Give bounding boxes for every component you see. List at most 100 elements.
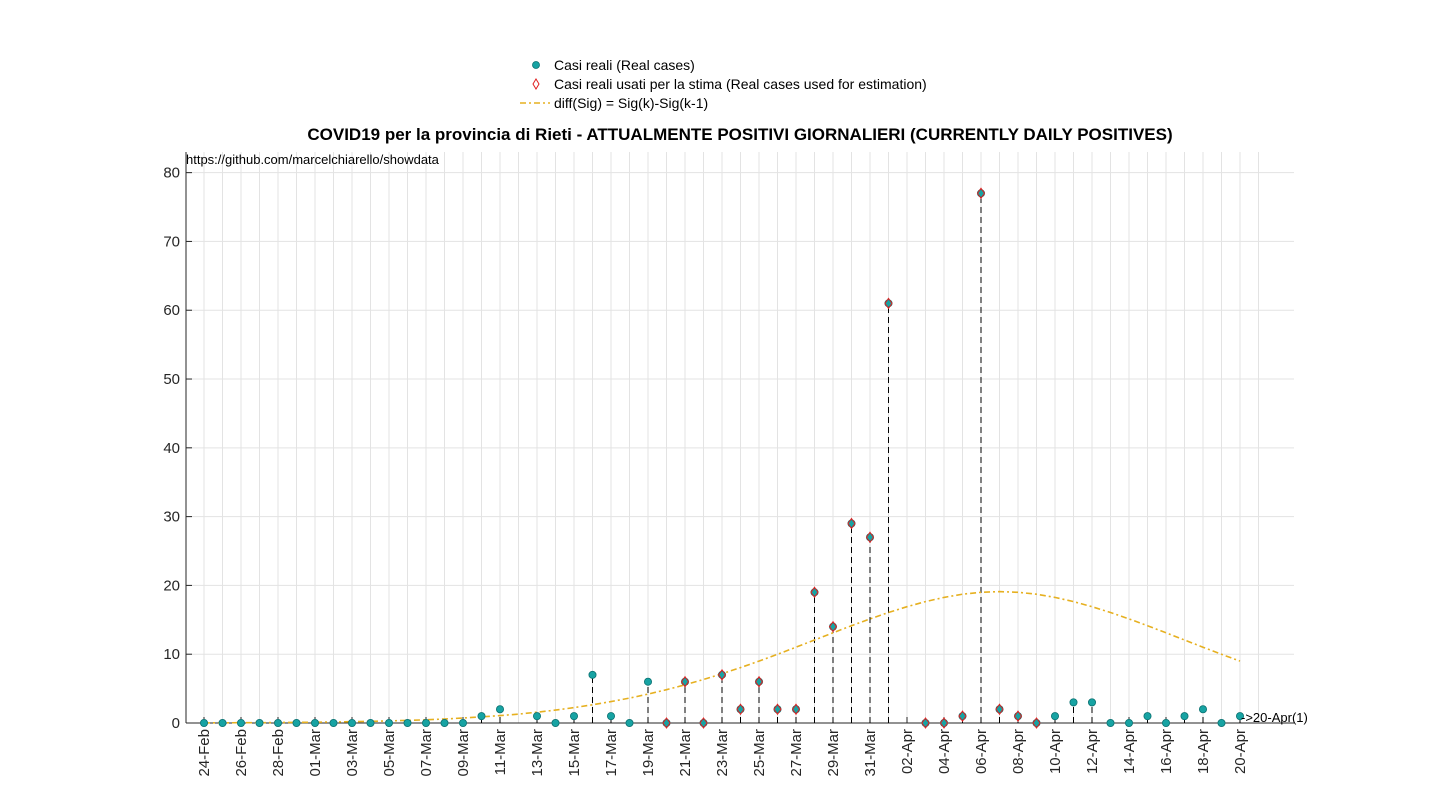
estimation-point (810, 586, 819, 599)
x-tick-label: 09-Mar (455, 729, 472, 777)
real-case-point (1236, 712, 1245, 721)
real-case-point (292, 719, 301, 728)
legend-marker-real-cases (532, 61, 540, 69)
real-case-point (495, 705, 504, 714)
real-case-point (1069, 698, 1078, 707)
chart-title: COVID19 per la provincia di Rieti - ATTU… (307, 125, 1172, 144)
real-case-point (718, 670, 727, 679)
real-case-point (866, 533, 875, 542)
real-case-point (588, 670, 597, 679)
real-case-point (1162, 719, 1171, 728)
real-case-point (236, 719, 245, 728)
real-case-point (995, 705, 1004, 714)
real-case-point (644, 677, 653, 686)
x-tick-label: 03-Mar (344, 729, 361, 777)
real-case-point (921, 719, 930, 728)
x-tick-label: 11-Mar (492, 729, 509, 775)
estimation-point (976, 187, 986, 200)
real-case-point (847, 519, 856, 528)
legend-item-real-cases: Casi reali (Real cases) (532, 57, 695, 73)
real-case-point (1180, 712, 1189, 721)
real-case-point (884, 299, 893, 308)
legend-marker-estimation-cases (532, 78, 540, 90)
y-tick-label: 80 (163, 165, 180, 182)
real-case-point (1088, 698, 1097, 707)
estimation-point (847, 517, 856, 530)
y-tick-label: 10 (163, 646, 180, 663)
real-case-point (329, 719, 338, 728)
real-case-point (625, 719, 634, 728)
real-case-point (977, 189, 986, 198)
x-tick-label: 13-Mar (529, 729, 546, 777)
estimation-point (717, 668, 727, 681)
x-tick-label: 18-Apr (1195, 729, 1212, 774)
legend-item-diff-sig: diff(Sig) = Sig(k)-Sig(k-1) (520, 95, 708, 111)
source-url: https://github.com/marcelchiarello/showd… (186, 152, 440, 167)
real-case-point (440, 719, 449, 728)
legend-label-diff-sig: diff(Sig) = Sig(k)-Sig(k-1) (554, 95, 708, 111)
x-tick-label: 15-Mar (566, 729, 583, 777)
real-case-point (940, 719, 949, 728)
estimation-point (939, 717, 949, 729)
legend-item-estimation-cases: Casi reali usati per la stima (Real case… (532, 76, 927, 92)
real-case-point (403, 719, 412, 728)
end-annotation: ->20-Apr(1) (1241, 710, 1308, 725)
x-tick-label: 14-Apr (1121, 729, 1138, 774)
real-case-point (366, 719, 375, 728)
real-case-point (218, 719, 227, 728)
estimation-point (828, 620, 838, 633)
y-tick-label: 30 (163, 509, 180, 526)
real-case-point (773, 705, 782, 714)
real-case-point (662, 719, 671, 728)
estimation-points (662, 187, 1041, 729)
real-case-point (755, 677, 764, 686)
x-tick-label: 29-Mar (825, 729, 842, 777)
legend: Casi reali (Real cases) Casi reali usati… (520, 57, 927, 111)
y-tick-label: 20 (163, 577, 180, 594)
real-case-point (1143, 712, 1152, 721)
real-case-point (477, 712, 486, 721)
estimation-point (699, 717, 708, 729)
real-case-point (1125, 719, 1134, 728)
x-tick-label: 16-Apr (1158, 729, 1175, 774)
x-tick-label: 27-Mar (788, 729, 805, 777)
x-tick-label: 20-Apr (1232, 729, 1249, 774)
x-tick-label: 01-Mar (307, 729, 324, 777)
estimation-point (680, 675, 690, 688)
x-tick-label: 17-Mar (603, 729, 620, 777)
x-tick-label: 24-Feb (196, 729, 213, 777)
real-case-point (255, 719, 264, 728)
real-case-point (551, 719, 560, 728)
estimation-point (754, 675, 764, 688)
real-case-point (699, 719, 708, 728)
plot-area: 0 10 20 30 40 50 60 70 80 24-Feb 26-Feb 28-Feb 01-Ma… (163, 152, 1308, 777)
real-case-point (458, 719, 467, 728)
x-tick-label: 08-Apr (1010, 729, 1027, 774)
y-tick-label: 70 (163, 233, 180, 250)
real-case-point (1014, 712, 1023, 721)
y-tick-label: 50 (163, 371, 180, 388)
real-case-point (1032, 719, 1041, 728)
real-case-point (384, 719, 393, 728)
x-tick-label: 23-Mar (714, 729, 731, 777)
estimation-point (791, 703, 801, 716)
real-case-point (607, 712, 616, 721)
y-tick-label: 40 (163, 440, 180, 457)
estimation-point (736, 703, 745, 716)
x-tick-label: 25-Mar (751, 729, 768, 777)
x-tick-label: 04-Apr (936, 729, 953, 774)
x-tick-label: 02-Apr (899, 729, 916, 774)
real-case-point (681, 677, 690, 686)
real-case-point (199, 719, 208, 728)
real-case-point (347, 719, 356, 728)
real-case-point (1051, 712, 1060, 721)
x-tick-label: 05-Mar (381, 729, 398, 777)
estimation-point (1013, 710, 1023, 722)
real-case-point (570, 712, 579, 721)
x-tick-label: 31-Mar (862, 729, 879, 777)
estimation-point (958, 710, 967, 722)
legend-label-estimation-cases: Casi reali usati per la stima (Real case… (554, 76, 927, 92)
estimation-point (865, 531, 875, 544)
real-case-point (1106, 719, 1115, 728)
